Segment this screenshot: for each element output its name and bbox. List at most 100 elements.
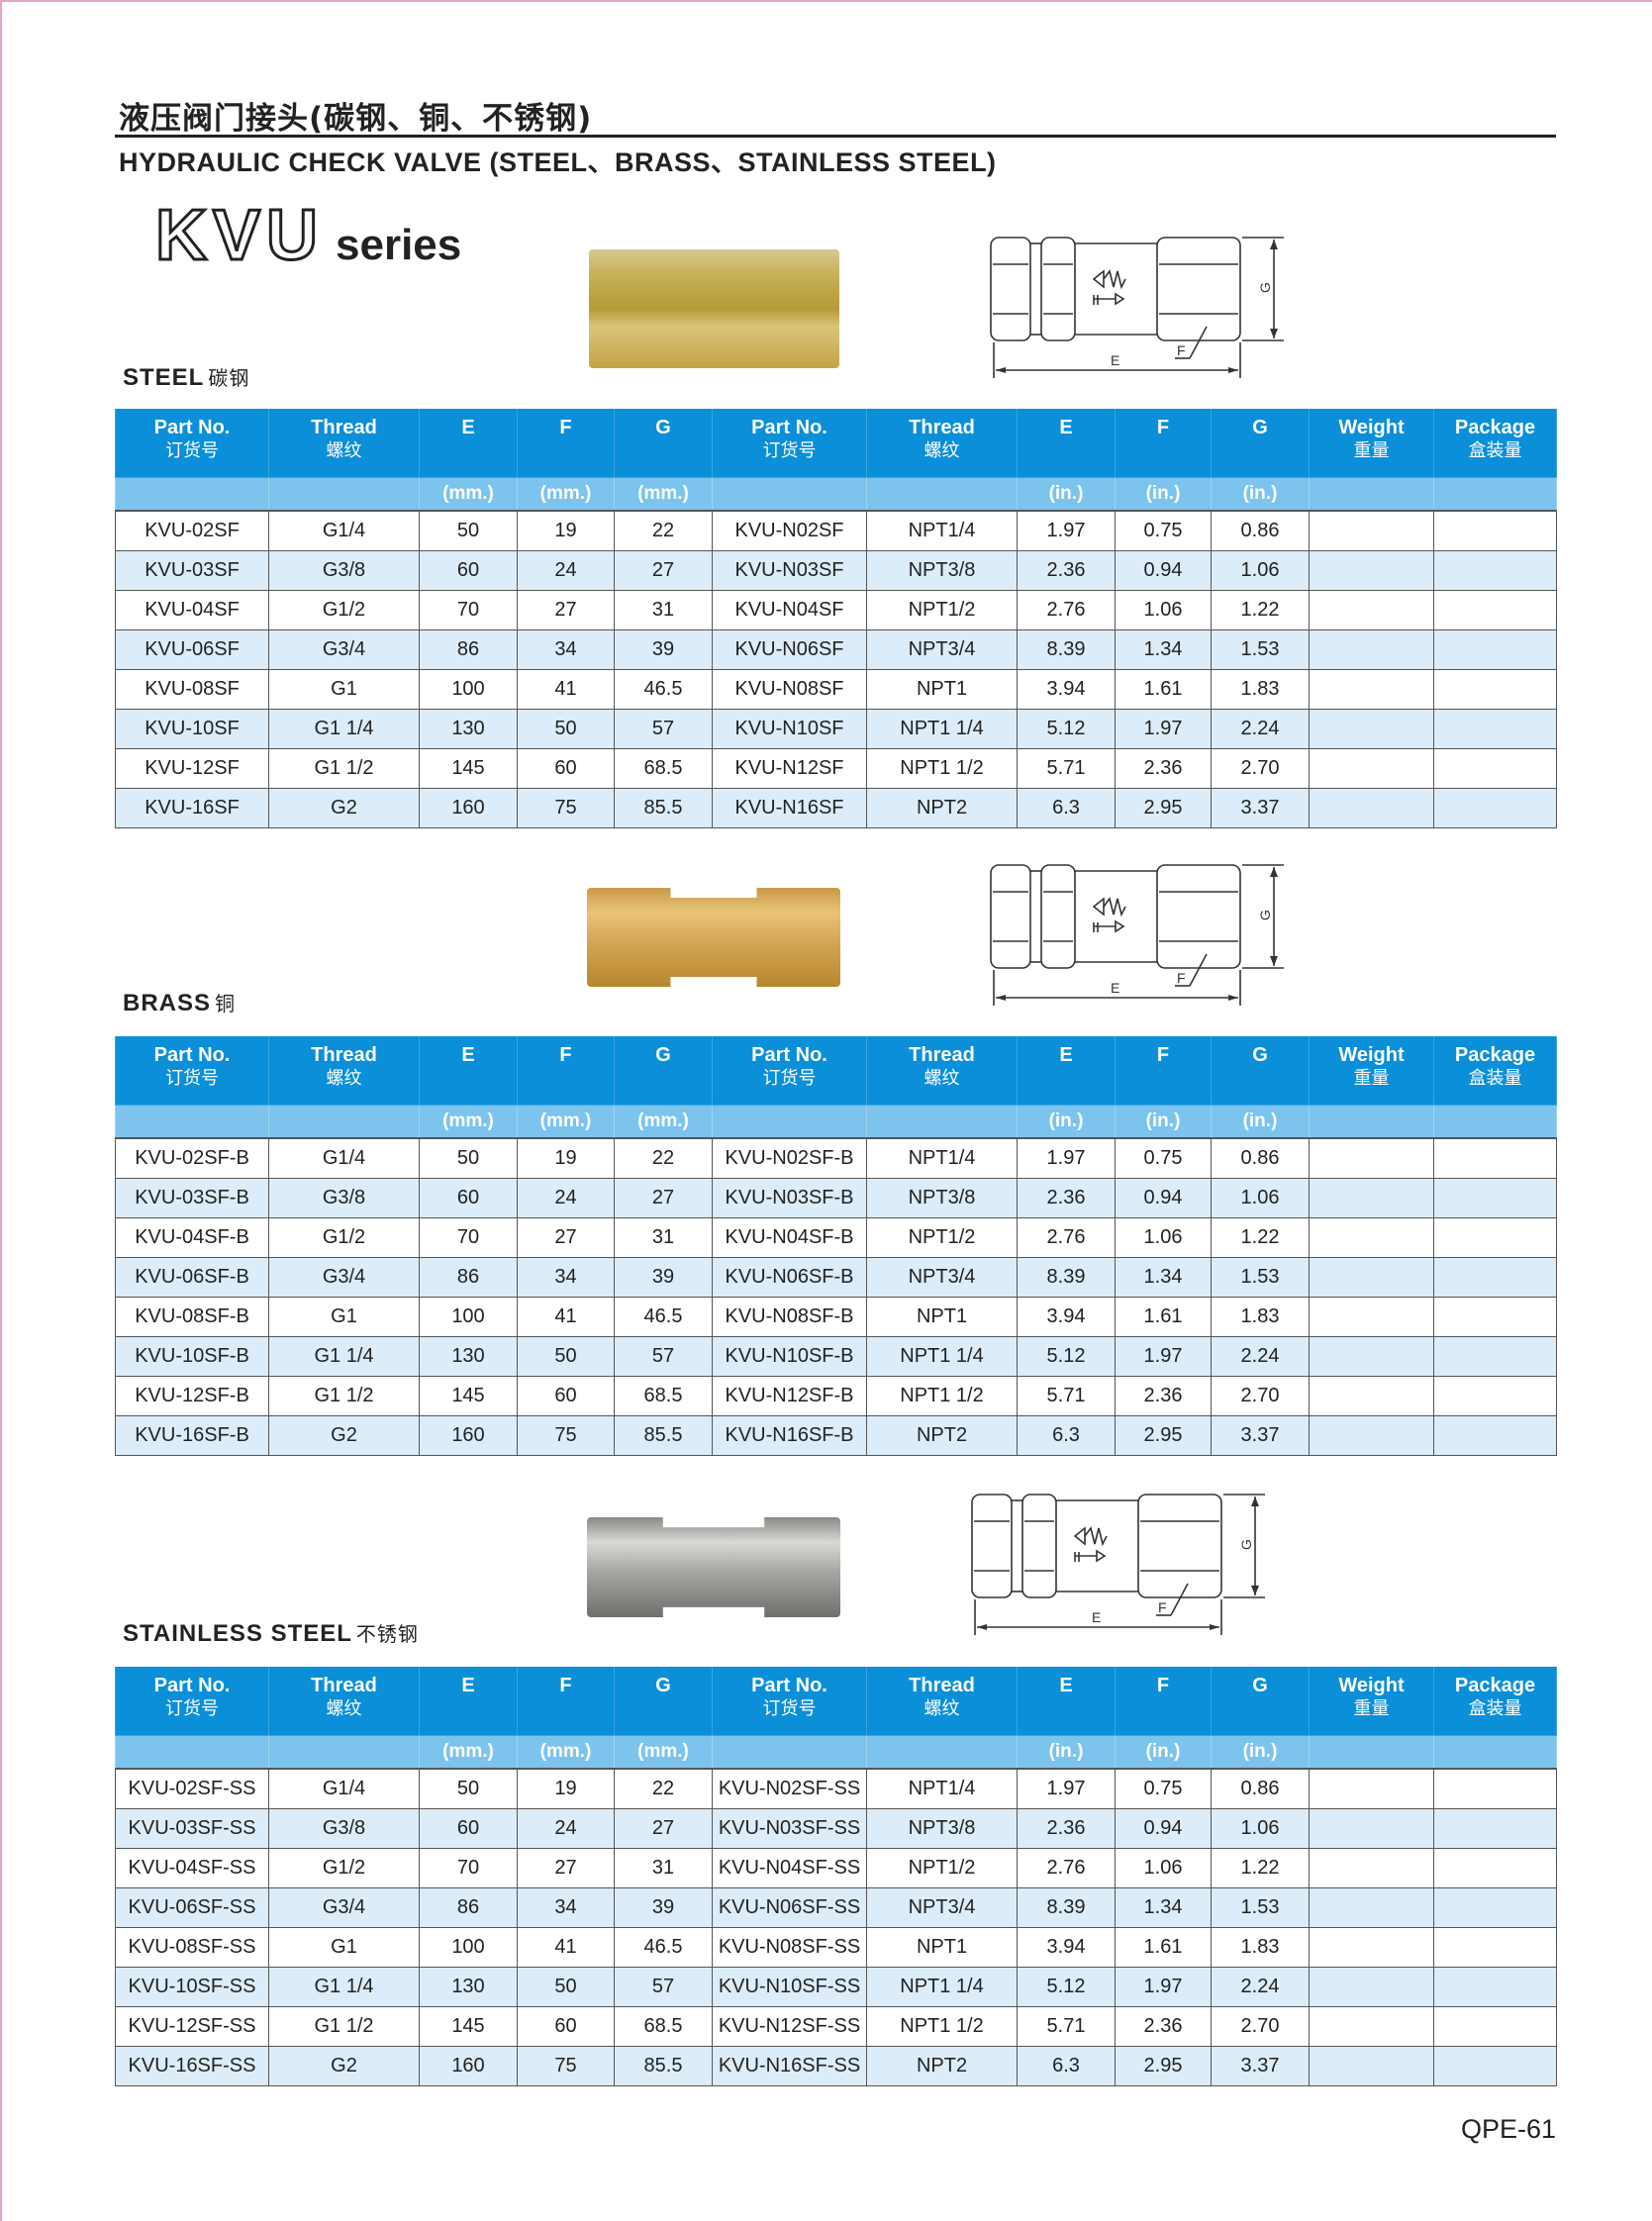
cell-part-no-npt: KVU-N03SF bbox=[712, 550, 867, 591]
cell-e: 50 bbox=[419, 1137, 518, 1179]
column-header-g-in: G bbox=[1211, 1667, 1310, 1736]
cell-e-in: 6.3 bbox=[1017, 1415, 1116, 1456]
column-header-en: E bbox=[461, 1675, 475, 1696]
unit-part-no-npt bbox=[712, 1105, 867, 1139]
unit-g-in: (in.) bbox=[1211, 477, 1310, 512]
cell-weight bbox=[1309, 2006, 1434, 2047]
column-header-cn: 盒装量 bbox=[1468, 440, 1522, 461]
cell-package bbox=[1433, 1217, 1557, 1258]
column-header-cn: 盒装量 bbox=[1468, 1698, 1522, 1719]
cell-e-in: 2.36 bbox=[1017, 550, 1116, 591]
column-header-package: Package 盒装量 bbox=[1433, 1667, 1557, 1736]
table-row: KVU-03SF G3/8 60 24 27 KVU-N03SF NPT3/8 2.36 0.9… bbox=[115, 550, 1557, 591]
cell-f-in: 1.61 bbox=[1115, 1927, 1212, 1968]
cell-part-no: KVU-16SF bbox=[115, 788, 269, 828]
cell-f: 24 bbox=[517, 1808, 615, 1849]
cell-f: 75 bbox=[517, 1415, 615, 1456]
cell-g-in: 1.06 bbox=[1211, 1808, 1310, 1849]
cell-part-no: KVU-12SF-SS bbox=[115, 2006, 269, 2047]
cell-f: 27 bbox=[517, 1848, 615, 1888]
unit-thread-npt bbox=[866, 477, 1018, 512]
unit-thread bbox=[268, 1735, 420, 1770]
cell-g-in: 2.70 bbox=[1211, 1376, 1310, 1416]
cell-thread-npt: NPT3/4 bbox=[866, 629, 1018, 670]
cell-g-in: 1.83 bbox=[1211, 669, 1310, 710]
cell-thread: G3/8 bbox=[268, 1808, 420, 1849]
column-header-thread-npt: Thread 螺纹 bbox=[866, 409, 1018, 478]
cell-g: 85.5 bbox=[614, 2046, 713, 2086]
cell-part-no-npt: KVU-N03SF-SS bbox=[712, 1808, 867, 1849]
section-label-cn: 铜 bbox=[215, 992, 237, 1015]
column-header-f: F bbox=[517, 409, 615, 478]
cell-part-no: KVU-12SF-B bbox=[115, 1376, 269, 1416]
cell-thread: G1/4 bbox=[268, 1768, 420, 1809]
cell-g: 22 bbox=[614, 510, 713, 551]
cell-package bbox=[1433, 1336, 1557, 1377]
title-divider bbox=[115, 135, 1556, 138]
column-header-en: Thread bbox=[311, 1675, 377, 1696]
cell-part-no: KVU-06SF-SS bbox=[115, 1887, 269, 1928]
table-row: KVU-04SF G1/2 70 27 31 KVU-N04SF NPT1/2 2.76 1.0… bbox=[115, 590, 1557, 630]
table-row: KVU-12SF G1 1/2 145 60 68.5 KVU-N12SF NPT1 1/2… bbox=[115, 748, 1557, 789]
table-row: KVU-16SF-SS G2 160 75 85.5 KVU-N16SF-SS NPT2 6.… bbox=[115, 2046, 1557, 2086]
cell-thread: G1/2 bbox=[268, 1217, 420, 1258]
cell-f: 19 bbox=[517, 510, 615, 551]
cell-part-no-npt: KVU-N16SF-B bbox=[712, 1415, 867, 1456]
cell-e: 160 bbox=[419, 2046, 518, 2086]
cell-f-in: 2.95 bbox=[1115, 1415, 1212, 1456]
cell-g-in: 2.70 bbox=[1211, 748, 1310, 789]
cell-g: 46.5 bbox=[614, 1927, 713, 1968]
cell-part-no-npt: KVU-N08SF bbox=[712, 669, 867, 710]
column-header-en: E bbox=[1059, 417, 1073, 438]
cell-package bbox=[1433, 590, 1557, 630]
column-header-en: F bbox=[1156, 1675, 1170, 1696]
cell-e: 145 bbox=[419, 2006, 518, 2047]
table-row: KVU-02SF-SS G1/4 50 19 22 KVU-N02SF-SS NPT1/4 1… bbox=[115, 1768, 1557, 1809]
series-logo: KVU series bbox=[153, 195, 461, 277]
cell-g: 27 bbox=[614, 550, 713, 591]
cell-e-in: 1.97 bbox=[1017, 510, 1116, 551]
cell-f-in: 1.34 bbox=[1115, 629, 1212, 670]
cell-thread: G1 bbox=[268, 1297, 420, 1337]
cell-e-in: 5.12 bbox=[1017, 1967, 1116, 2007]
cell-part-no: KVU-06SF-B bbox=[115, 1257, 269, 1298]
dimension-label-f: F bbox=[1177, 970, 1186, 986]
table-row: KVU-12SF-SS G1 1/2 145 60 68.5 KVU-N12SF-SS NP… bbox=[115, 2006, 1557, 2047]
cell-f-in: 2.95 bbox=[1115, 788, 1212, 828]
section-label-steel: STEEL 碳钢 bbox=[123, 362, 249, 392]
cell-e: 50 bbox=[419, 1768, 518, 1809]
column-header-en: G bbox=[1252, 1675, 1268, 1696]
cell-thread-npt: NPT1 bbox=[866, 1297, 1018, 1337]
cell-part-no-npt: KVU-N06SF bbox=[712, 629, 867, 670]
unit-e-in: (in.) bbox=[1017, 1735, 1116, 1770]
cell-thread-npt: NPT3/4 bbox=[866, 1257, 1018, 1298]
cell-g-in: 3.37 bbox=[1211, 1415, 1310, 1456]
cell-weight bbox=[1309, 1927, 1434, 1968]
column-header-en: Package bbox=[1454, 1044, 1536, 1066]
column-header-en: F bbox=[559, 417, 572, 438]
column-header-en: Part No. bbox=[751, 1675, 827, 1696]
cell-g: 85.5 bbox=[614, 788, 713, 828]
column-header-cn: 重量 bbox=[1353, 440, 1390, 461]
unit-f: (mm.) bbox=[517, 477, 615, 512]
header-row: Part No. 订货号 Thread 螺纹 E F G Part No. 订货号 Thread 螺… bbox=[115, 1667, 1557, 1736]
column-header-cn: 订货号 bbox=[762, 440, 817, 461]
cell-f: 19 bbox=[517, 1768, 615, 1809]
unit-f: (mm.) bbox=[517, 1105, 615, 1139]
cell-thread: G2 bbox=[268, 788, 420, 828]
cell-g: 57 bbox=[614, 1967, 713, 2007]
cell-thread: G1/2 bbox=[268, 590, 420, 630]
unit-weight bbox=[1309, 1735, 1434, 1770]
cell-e: 70 bbox=[419, 1848, 518, 1888]
cell-g-in: 3.37 bbox=[1211, 2046, 1310, 2086]
cell-thread-npt: NPT1/2 bbox=[866, 1848, 1018, 1888]
cell-e-in: 8.39 bbox=[1017, 629, 1116, 670]
cell-f-in: 1.06 bbox=[1115, 1217, 1212, 1258]
cell-part-no-npt: KVU-N02SF-SS bbox=[712, 1768, 867, 1809]
column-header-en: Thread bbox=[909, 1044, 975, 1066]
cell-part-no-npt: KVU-N04SF-SS bbox=[712, 1848, 867, 1888]
cell-f: 41 bbox=[517, 1927, 615, 1968]
cell-thread: G3/4 bbox=[268, 629, 420, 670]
hex-nut-2 bbox=[1021, 1494, 1057, 1598]
cell-g-in: 1.83 bbox=[1211, 1927, 1310, 1968]
